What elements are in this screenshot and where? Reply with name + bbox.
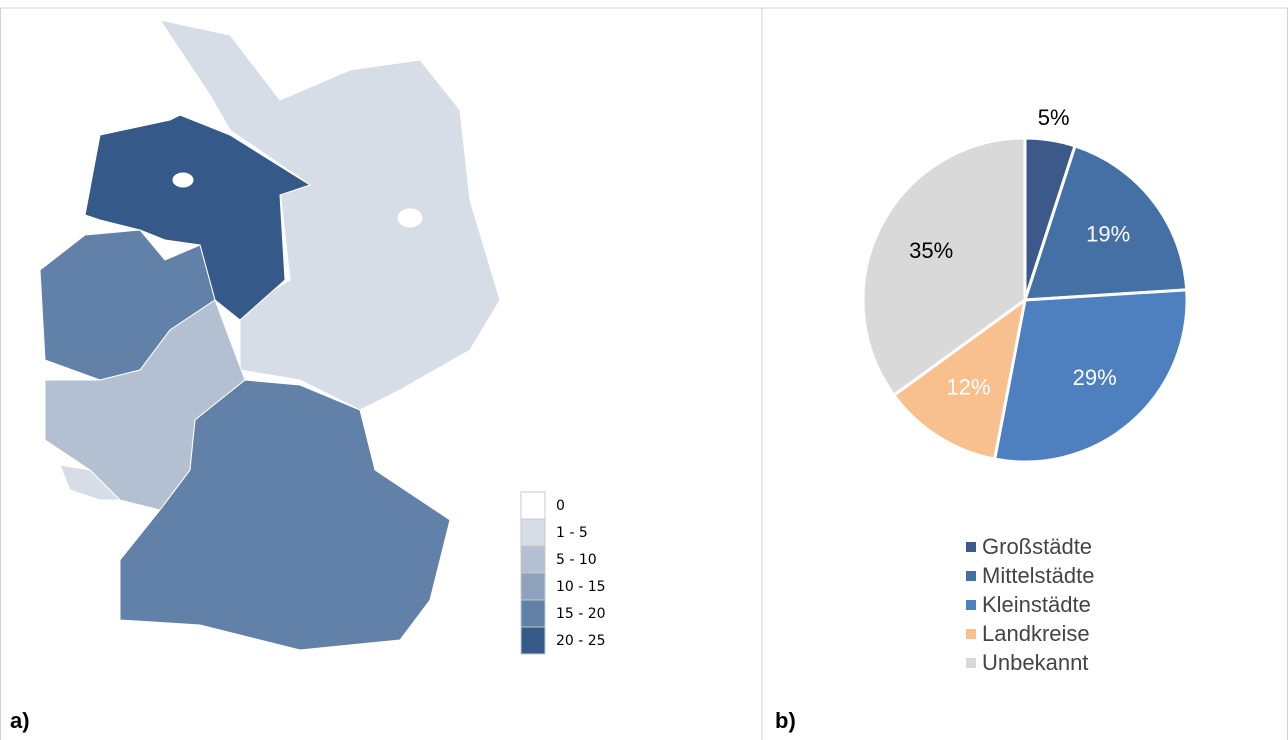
city	[172, 172, 194, 188]
pie-slice	[861, 136, 1027, 398]
legend-swatch	[520, 599, 546, 628]
legend-swatch	[966, 571, 976, 581]
pie-slice	[891, 296, 1028, 461]
legend-label: Landkreise	[982, 621, 1090, 646]
data-label: 29%	[1073, 365, 1117, 390]
legend-label: 5 - 10	[556, 552, 597, 568]
legend-label: 20 - 25	[556, 633, 606, 649]
legend-swatch	[966, 542, 976, 552]
data-label: 35%	[909, 238, 953, 263]
panel-label: a)	[10, 708, 30, 733]
legend-label: 1 - 5	[556, 525, 588, 541]
legend-label: Großstädte	[982, 534, 1092, 559]
legend-swatch	[520, 572, 546, 601]
legend-swatch	[966, 658, 976, 668]
legend-label: Mittelstädte	[982, 563, 1095, 588]
legend-label: Kleinstädte	[982, 592, 1091, 617]
legend-swatch	[520, 518, 546, 547]
pie-slice	[992, 288, 1189, 464]
data-label: 12%	[947, 375, 991, 400]
legend-swatch	[966, 629, 976, 639]
legend-swatch	[520, 545, 546, 574]
city	[397, 208, 423, 228]
legend-label: 0	[556, 498, 565, 514]
pie-slice	[1022, 144, 1189, 302]
legend-label: 15 - 20	[556, 606, 606, 622]
legend-label: 10 - 15	[556, 579, 606, 595]
legend-swatch	[520, 626, 546, 655]
legend-label: Unbekannt	[982, 650, 1088, 675]
panel-label: b)	[775, 708, 796, 733]
data-label: 19%	[1086, 221, 1130, 246]
region	[119, 379, 451, 651]
region	[84, 114, 312, 321]
germany-map	[39, 19, 501, 651]
data-label: 5%	[1038, 105, 1070, 130]
legend-swatch	[520, 491, 546, 520]
legend-swatch	[966, 600, 976, 610]
region	[59, 464, 122, 501]
